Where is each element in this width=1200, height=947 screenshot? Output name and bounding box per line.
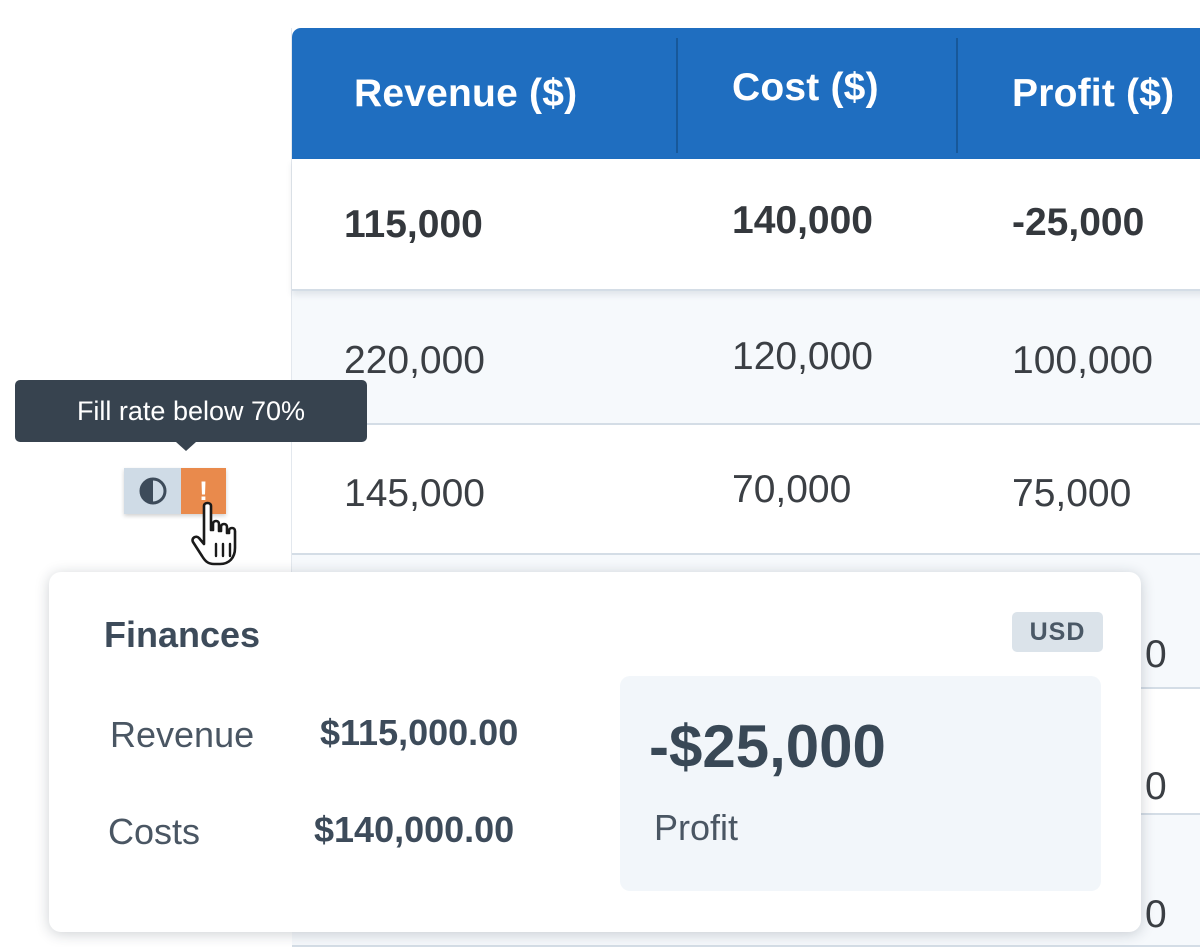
warning-exclamation-icon[interactable]: ! — [181, 468, 226, 514]
table-row[interactable]: 145,000 70,000 75,000 — [292, 425, 1200, 555]
popover-title: Finances — [104, 614, 261, 655]
profit-summary: -$25,000 Profit — [620, 676, 1101, 891]
cost-cell: 140,000 — [732, 199, 873, 242]
column-header-cost[interactable]: Cost ($) — [732, 65, 879, 109]
column-header-profit[interactable]: Profit ($) — [1012, 71, 1175, 115]
profit-cell: -25,000 — [1012, 201, 1145, 244]
status-chip[interactable]: ! — [124, 468, 226, 514]
profit-cell-partial: 0 — [1145, 633, 1167, 676]
currency-badge: USD — [1012, 612, 1103, 652]
profit-cell-partial: 0 — [1145, 765, 1167, 808]
profit-amount: -$25,000 — [649, 713, 886, 780]
cost-cell: 120,000 — [732, 335, 873, 378]
column-divider[interactable] — [956, 38, 958, 153]
revenue-cell: 220,000 — [344, 339, 485, 382]
column-divider[interactable] — [676, 38, 678, 153]
profit-label: Profit — [654, 807, 739, 848]
profit-cell: 100,000 — [1012, 339, 1153, 382]
cost-cell: 70,000 — [732, 468, 852, 511]
table-row[interactable]: 115,000 140,000 -25,000 — [292, 159, 1200, 291]
revenue-value: $115,000.00 — [320, 712, 519, 753]
profit-cell-partial: 0 — [1145, 893, 1167, 936]
profit-cell: 75,000 — [1012, 472, 1132, 515]
costs-label: Costs — [108, 811, 201, 852]
column-header-revenue[interactable]: Revenue ($) — [354, 71, 578, 115]
half-circle-contrast-icon[interactable] — [124, 468, 181, 514]
finances-popover: Finances USD Revenue $115,000.00 Costs $… — [49, 572, 1141, 932]
revenue-cell: 145,000 — [344, 472, 485, 515]
fill-rate-tooltip: Fill rate below 70% — [15, 380, 367, 442]
revenue-cell: 115,000 — [344, 203, 483, 246]
revenue-label: Revenue — [110, 714, 255, 755]
tooltip-arrow — [176, 442, 196, 451]
hand-pointer-cursor-icon — [191, 501, 237, 566]
costs-value: $140,000.00 — [314, 809, 515, 850]
table-row[interactable]: 220,000 120,000 100,000 — [292, 291, 1200, 425]
table-header: Revenue ($) Cost ($) Profit ($) — [292, 28, 1200, 159]
